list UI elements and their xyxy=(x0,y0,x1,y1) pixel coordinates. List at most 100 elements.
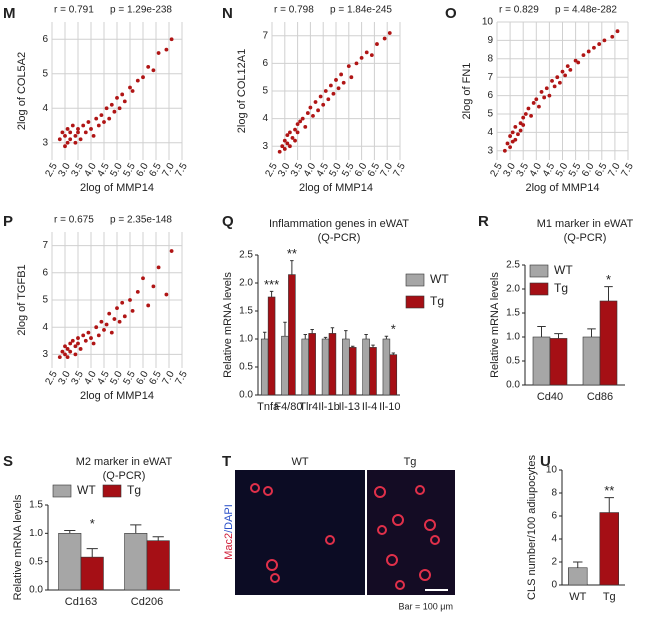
point xyxy=(544,86,549,91)
stat-p: p = 1.84e-245 xyxy=(330,5,392,16)
y-tick-label: 8 xyxy=(487,53,493,64)
y-axis-label: 2log of FN1 xyxy=(461,63,473,120)
point xyxy=(290,136,295,140)
point xyxy=(555,75,560,80)
point xyxy=(151,284,156,289)
y-axis-label: 2log of TGFB1 xyxy=(16,264,28,335)
point xyxy=(547,93,552,98)
y-tick-label: 1.0 xyxy=(239,334,253,345)
chart-subtitle: (Q-PCR) xyxy=(103,470,146,482)
point xyxy=(89,336,93,340)
point xyxy=(615,29,620,34)
point xyxy=(57,137,62,142)
point xyxy=(135,78,140,83)
point xyxy=(557,80,562,85)
y-tick-label: 6 xyxy=(42,34,48,45)
y-tick-label: 1.0 xyxy=(506,332,520,343)
bar xyxy=(599,512,619,586)
y-tick-label: 1.5 xyxy=(506,308,520,319)
y-axis-label: 2log of COL5A2 xyxy=(16,52,28,130)
error-bar xyxy=(537,325,546,337)
point xyxy=(328,83,333,88)
y-tick-label: 0.5 xyxy=(29,556,43,567)
point xyxy=(73,344,78,349)
point xyxy=(65,127,70,131)
point xyxy=(581,53,586,58)
point xyxy=(316,108,320,113)
point xyxy=(146,303,151,308)
significance: ** xyxy=(604,483,614,498)
bar xyxy=(281,335,289,396)
point xyxy=(102,120,106,124)
point xyxy=(112,109,117,114)
point xyxy=(122,314,127,319)
x-tick-label: 7.5 xyxy=(173,161,190,179)
image-label: WT xyxy=(291,456,308,468)
x-tick-label: Il-13 xyxy=(339,401,360,413)
x-tick-label: 7.5 xyxy=(619,161,636,179)
point xyxy=(86,120,91,124)
point xyxy=(63,344,67,349)
point xyxy=(295,130,300,135)
point xyxy=(86,330,91,335)
point xyxy=(91,133,96,138)
y-tick-label: 7 xyxy=(262,30,268,41)
point xyxy=(526,106,531,111)
bar xyxy=(58,533,82,591)
micrograph xyxy=(235,470,455,595)
point xyxy=(68,341,73,346)
panel-letter: R xyxy=(478,213,489,230)
x-tick-label: 7.5 xyxy=(173,369,190,387)
error-bar xyxy=(303,334,307,339)
significance: * xyxy=(391,322,396,337)
point xyxy=(68,130,73,135)
error-bar xyxy=(604,286,613,301)
point xyxy=(78,347,83,351)
point xyxy=(592,45,596,50)
point xyxy=(169,37,174,42)
point xyxy=(510,130,515,135)
error-bar xyxy=(152,536,164,541)
point xyxy=(120,300,125,305)
point xyxy=(91,341,96,346)
point xyxy=(336,86,341,91)
point xyxy=(586,49,591,54)
error-bar xyxy=(64,530,76,534)
error-bar xyxy=(310,328,314,334)
point xyxy=(102,328,106,332)
bar xyxy=(549,338,568,386)
y-tick-label: 6 xyxy=(262,58,268,69)
y-tick-label: 3 xyxy=(42,349,48,360)
stat-r: r = 0.798 xyxy=(274,5,314,16)
y-tick-label: 6 xyxy=(42,267,48,278)
point xyxy=(107,311,112,316)
panel-letter: Q xyxy=(222,213,234,230)
legend-swatch xyxy=(102,484,122,498)
point xyxy=(57,355,62,360)
x-tick-label: Cd206 xyxy=(131,596,163,608)
panel-letter: O xyxy=(445,5,457,22)
panel-letter: U xyxy=(540,453,551,470)
point xyxy=(516,132,520,137)
x-axis-label: 2log of MMP14 xyxy=(80,182,154,194)
y-tick-label: 6 xyxy=(551,511,557,522)
point xyxy=(156,51,161,55)
x-tick-label: Il-10 xyxy=(379,401,400,413)
legend-label: WT xyxy=(77,483,96,497)
point xyxy=(508,134,512,138)
y-tick-label: 0.5 xyxy=(239,362,253,373)
bar xyxy=(342,338,350,396)
bar xyxy=(369,347,377,396)
point xyxy=(280,144,285,149)
significance: *** xyxy=(264,277,279,292)
legend-swatch xyxy=(405,295,425,309)
point xyxy=(282,138,287,143)
y-tick-label: 10 xyxy=(482,17,494,28)
significance: ** xyxy=(287,246,297,261)
point xyxy=(597,42,602,46)
error-bar xyxy=(283,321,287,337)
point xyxy=(96,123,101,128)
stat-r: r = 0.791 xyxy=(54,5,94,16)
legend-label: Tg xyxy=(430,294,444,308)
point xyxy=(99,319,104,324)
